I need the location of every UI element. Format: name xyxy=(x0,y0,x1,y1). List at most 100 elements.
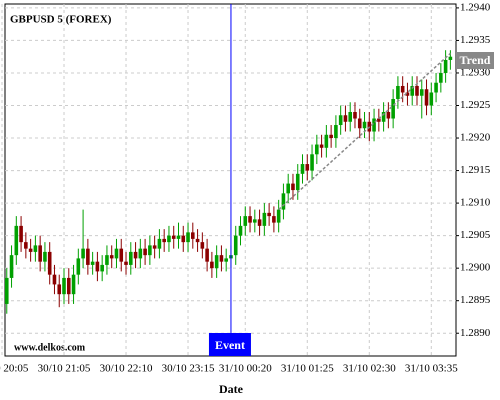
candle-body xyxy=(415,85,419,96)
y-tick-label: 1.2900 xyxy=(460,262,491,274)
candle-body xyxy=(57,284,62,295)
candle-body xyxy=(171,235,176,239)
candle-body xyxy=(338,115,343,126)
x-tick-label: 31/10 02:30 xyxy=(343,363,396,375)
candle-body xyxy=(353,112,357,119)
candle-body xyxy=(167,235,171,243)
candle-body xyxy=(295,173,300,191)
candle-body xyxy=(219,255,224,262)
candle-body xyxy=(128,251,133,265)
candle-body xyxy=(300,164,305,174)
candle-body xyxy=(4,277,9,304)
candle-body xyxy=(148,245,152,256)
candle-body xyxy=(448,56,453,60)
candle-body xyxy=(38,245,42,262)
x-tick-label: 31/10 03:35 xyxy=(405,363,458,375)
candle-body xyxy=(86,248,90,265)
y-tick-label: 1.2915 xyxy=(460,164,491,176)
candle-body xyxy=(66,277,71,295)
candle-body xyxy=(424,89,429,106)
candle-body xyxy=(429,92,434,106)
candle-body xyxy=(191,232,195,239)
candle-body xyxy=(100,264,104,272)
candle-body xyxy=(253,219,257,223)
candle-body xyxy=(291,183,295,191)
candle-body xyxy=(119,248,124,262)
candle-body xyxy=(343,115,348,122)
candle-body xyxy=(443,59,448,73)
candle-body xyxy=(405,92,410,96)
candle-body xyxy=(43,251,47,262)
candle-body xyxy=(233,235,238,256)
event-label: Event xyxy=(215,338,245,352)
candle-body xyxy=(62,277,66,295)
candle-body xyxy=(19,225,23,243)
candle-body xyxy=(329,134,333,139)
candle-body xyxy=(214,255,219,269)
candle-body xyxy=(224,258,228,262)
candle-body xyxy=(114,248,119,259)
candle-body xyxy=(47,251,52,275)
y-tick-label: 1.2925 xyxy=(460,99,491,111)
candle-body xyxy=(238,225,243,236)
y-tick-label: 1.2940 xyxy=(460,1,491,13)
candle-body xyxy=(176,235,181,239)
candle-body xyxy=(386,112,391,119)
x-tick-label: 31/10 00:20 xyxy=(219,363,272,375)
candle-body xyxy=(24,242,28,249)
candle-body xyxy=(205,248,209,262)
y-tick-label: 1.2895 xyxy=(460,294,491,306)
candle-body xyxy=(81,248,85,259)
y-tick-label: 1.2935 xyxy=(460,34,491,46)
candle-body xyxy=(286,183,290,194)
trend-label: Trend xyxy=(460,53,491,67)
event-label-box xyxy=(208,333,251,356)
candle-body xyxy=(319,144,324,148)
y-tick-label: 1.2910 xyxy=(460,197,491,209)
candle-body xyxy=(195,238,200,243)
candle-body xyxy=(186,232,190,243)
candle-body xyxy=(109,255,114,259)
candle-body xyxy=(138,248,143,259)
candle-body xyxy=(324,134,329,148)
candle-body xyxy=(248,216,252,223)
y-tick-label: 1.2890 xyxy=(460,327,491,339)
candle-body xyxy=(157,238,162,249)
candle-body xyxy=(243,216,248,226)
x-tick-label: 30/10 22:10 xyxy=(100,363,153,375)
candle-body xyxy=(267,212,271,217)
candle-body xyxy=(439,72,443,83)
candle-body xyxy=(276,209,281,223)
candle-body xyxy=(33,245,38,252)
candle-body xyxy=(410,85,415,96)
y-tick-label: 1.2930 xyxy=(460,66,491,78)
candle-body xyxy=(152,245,157,249)
candle-body xyxy=(143,248,147,256)
candle-body xyxy=(362,121,367,129)
candle-body xyxy=(28,248,33,252)
candle-body xyxy=(257,219,262,226)
x-tick-label: 31/10 01:25 xyxy=(281,363,334,375)
trend-label-box xyxy=(456,52,494,69)
candle-body xyxy=(133,251,138,259)
watermark: www.delkos.com xyxy=(14,342,86,353)
candle-body xyxy=(200,242,205,249)
candle-body xyxy=(90,261,95,265)
candle-body xyxy=(381,112,386,122)
candle-body xyxy=(262,212,267,226)
candle-body xyxy=(305,164,310,171)
trend-line xyxy=(278,52,451,211)
candle-body xyxy=(95,261,100,272)
candle-body xyxy=(310,154,314,171)
candle-body xyxy=(105,255,109,265)
candle-body xyxy=(348,112,353,122)
candle-body xyxy=(210,261,214,269)
candle-body xyxy=(334,125,338,139)
candle-body xyxy=(14,225,19,256)
candle-body xyxy=(396,85,400,99)
candle-body xyxy=(419,89,424,96)
candle-body xyxy=(124,261,128,265)
candle-body xyxy=(162,238,166,243)
candle-body xyxy=(400,85,405,93)
x-tick-label: 30/10 23:15 xyxy=(162,363,215,375)
